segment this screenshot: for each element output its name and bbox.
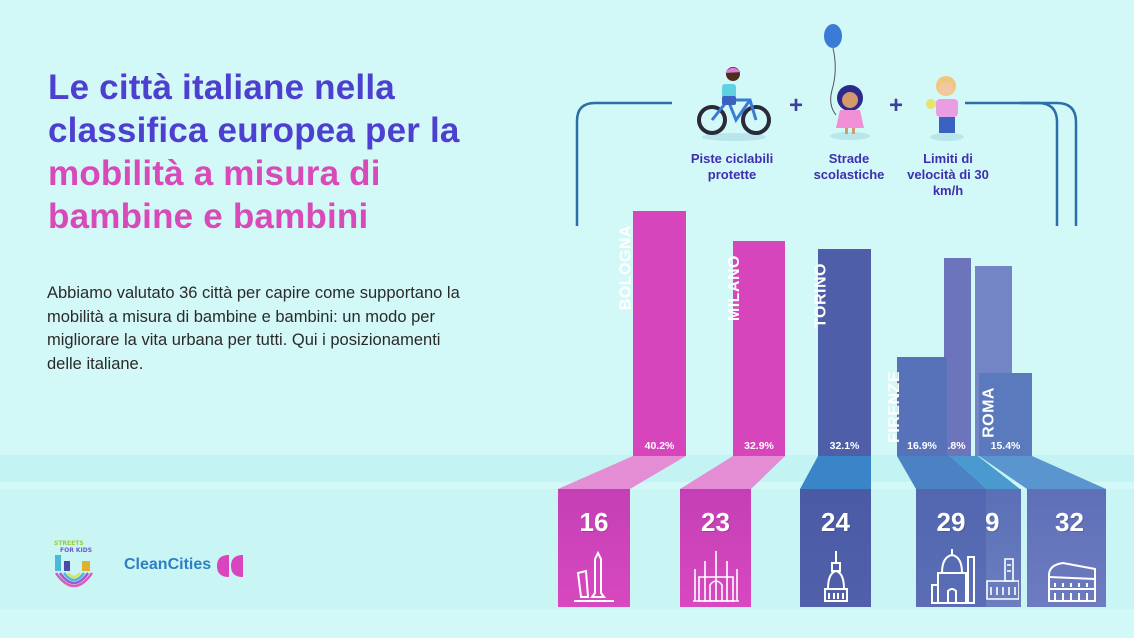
percent-label: 16.9% [907, 440, 937, 452]
bar-hidden-city[interactable]: .8% [944, 258, 971, 456]
colosseum-icon [1048, 561, 1096, 602]
two-towers-icon [574, 550, 614, 602]
percent-label: .8% [947, 440, 966, 452]
criterion-label-school-streets: Strade scolastiche [813, 151, 885, 182]
rank-box-milano[interactable]: 23 [680, 489, 751, 607]
description: Abbiamo valutato 36 città per capire com… [47, 284, 460, 373]
duomo-milano-icon [693, 551, 739, 602]
clean-cities-logo-text: CleanCities [124, 556, 212, 573]
rank-box-hidden-city[interactable]: 9 [985, 489, 1021, 607]
rank-number: 23 [701, 507, 730, 537]
bracket-right [965, 101, 1078, 226]
criterion-label-speed-limits: Limiti di velocità di 30 km/h [907, 151, 989, 198]
title-main: Le città italiane nella classifica europ… [48, 68, 460, 150]
plus-icon: + [789, 92, 804, 119]
bar-roma[interactable]: ROMA 15.4% [979, 373, 1032, 456]
rank-box-torino[interactable]: 24 [800, 489, 871, 607]
percent-label: 40.2% [644, 440, 675, 452]
town-hall-icon [986, 558, 1019, 600]
rank-box-firenze[interactable]: 29 [916, 489, 986, 607]
percent-label: 15.4% [990, 440, 1021, 452]
svg-text:STREETS: STREETS [54, 540, 84, 547]
rank-number: 32 [1055, 507, 1084, 537]
bracket-left [575, 101, 672, 226]
rank-number: 16 [579, 507, 609, 537]
rank-box-roma[interactable]: 32 [1027, 489, 1106, 607]
percent-label: 32.9% [744, 440, 774, 452]
rank-box-bologna[interactable]: 16 [558, 489, 630, 607]
city-label: ROMA [980, 387, 998, 438]
city-label: BOLOGNA [616, 225, 634, 311]
girl-with-balloon-icon [824, 24, 870, 140]
criterion-label-bike-lanes: Piste ciclabili protette [690, 151, 774, 182]
rank-number: 9 [985, 507, 1000, 537]
city-label: MILANO [725, 255, 743, 322]
percent-label: 32.1% [829, 440, 860, 452]
rank-number: 24 [821, 507, 850, 537]
city-label: FIRENZE [886, 371, 904, 443]
clean-cities-logo-mark [217, 555, 243, 577]
duomo-firenze-icon [931, 549, 975, 604]
bar-milano[interactable]: MILANO 32.9% [726, 241, 785, 456]
child-on-bicycle-icon [697, 67, 771, 141]
bar-torino[interactable]: TORINO 32.1% [812, 249, 871, 456]
bar-firenze[interactable]: FIRENZE 16.9% [886, 357, 947, 456]
plus-icon: + [889, 92, 904, 119]
title-highlight: mobilità a misura di bambine e bambini [48, 154, 381, 236]
bar-bologna[interactable]: BOLOGNA 40.2% [617, 211, 686, 456]
streets-for-kids-logo: STREETS FOR KIDS [54, 540, 94, 588]
city-label: TORINO [812, 263, 830, 328]
page-title: Le città italiane nella classifica europ… [48, 66, 528, 238]
rank-number: 29 [936, 507, 966, 537]
svg-text:FOR KIDS: FOR KIDS [60, 547, 92, 554]
child-with-lollipop-icon [926, 76, 964, 141]
mole-antonelliana-icon [824, 551, 848, 602]
